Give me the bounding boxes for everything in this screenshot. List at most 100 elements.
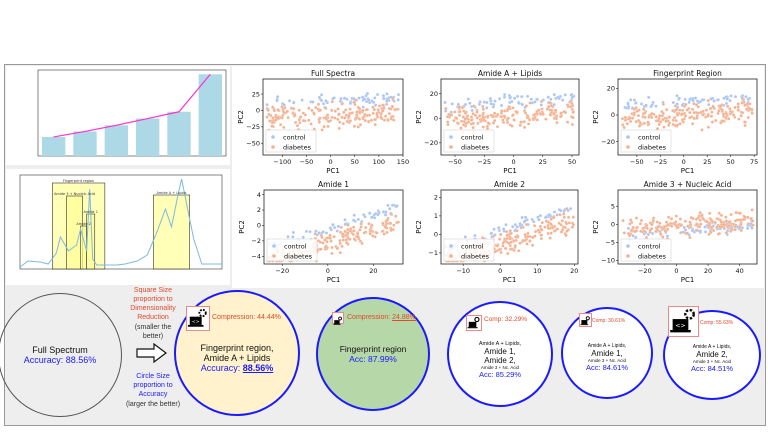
x-tick-label: 50 bbox=[351, 158, 359, 166]
circle-2-accuracy: Acc: 87.99% bbox=[349, 354, 397, 364]
diabetes-point bbox=[330, 108, 334, 112]
diabetes-point bbox=[717, 109, 721, 113]
control-point bbox=[560, 98, 565, 102]
legend-marker bbox=[271, 145, 275, 149]
diabetes-point bbox=[333, 116, 337, 120]
x-tick-label: 10 bbox=[533, 267, 541, 275]
diabetes-point bbox=[316, 102, 321, 106]
control-point bbox=[665, 234, 669, 238]
diabetes-point bbox=[341, 238, 345, 242]
y-tick-label: 2 bbox=[257, 206, 261, 214]
plot-title: Amide 2 bbox=[494, 180, 525, 189]
diabetes-point bbox=[382, 106, 386, 111]
diabetes-point bbox=[564, 233, 568, 238]
diabetes-point bbox=[650, 222, 654, 227]
diabetes-point bbox=[631, 225, 635, 229]
control-point bbox=[381, 210, 386, 214]
control-point bbox=[729, 94, 733, 98]
diabetes-point bbox=[701, 113, 705, 117]
control-point bbox=[650, 231, 655, 236]
diabetes-point bbox=[646, 120, 650, 124]
diabetes-point bbox=[658, 221, 662, 225]
diabetes-point bbox=[718, 224, 722, 229]
diabetes-point bbox=[339, 225, 343, 229]
diabetes-point bbox=[674, 118, 678, 123]
diabetes-point bbox=[531, 235, 535, 240]
diabetes-point bbox=[371, 105, 375, 109]
diabetes-point bbox=[446, 120, 450, 124]
legend-marker bbox=[272, 244, 276, 248]
diabetes-point bbox=[539, 227, 543, 232]
result-circle-4: Amide A + Lipids, Amide 1, Amide 3 + Nc.… bbox=[561, 307, 653, 399]
diabetes-point bbox=[457, 105, 461, 109]
diabetes-point bbox=[667, 121, 672, 125]
diabetes-point bbox=[338, 230, 343, 234]
control-point bbox=[709, 97, 713, 101]
diabetes-point bbox=[649, 227, 654, 231]
diabetes-point bbox=[469, 115, 474, 119]
diabetes-point bbox=[382, 118, 387, 122]
diabetes-point bbox=[678, 108, 682, 112]
diabetes-point bbox=[538, 224, 542, 229]
diabetes-point bbox=[514, 235, 518, 239]
legend-marker bbox=[449, 135, 453, 139]
diabetes-point bbox=[654, 115, 658, 119]
diabetes-point bbox=[555, 121, 559, 125]
x-tick-label: −20 bbox=[275, 267, 289, 275]
diabetes-point bbox=[352, 124, 357, 128]
control-point bbox=[626, 226, 631, 230]
diabetes-point bbox=[351, 232, 355, 236]
diabetes-point bbox=[482, 118, 486, 122]
diabetes-point bbox=[390, 114, 394, 119]
diabetes-point bbox=[746, 115, 750, 120]
control-point bbox=[497, 226, 501, 230]
diabetes-point bbox=[532, 113, 536, 117]
control-point bbox=[700, 98, 704, 102]
diabetes-point bbox=[554, 108, 558, 113]
diabetes-point bbox=[473, 113, 478, 117]
diabetes-point bbox=[661, 111, 665, 116]
diabetes-point bbox=[685, 231, 689, 235]
diabetes-point bbox=[620, 116, 625, 121]
diabetes-point bbox=[463, 111, 468, 115]
legend-marker bbox=[449, 244, 453, 248]
diabetes-point bbox=[501, 241, 505, 245]
diabetes-point bbox=[495, 244, 499, 248]
control-point bbox=[385, 99, 389, 103]
diabetes-point bbox=[347, 114, 351, 118]
bar-chart-panel bbox=[6, 66, 230, 165]
diabetes-point bbox=[503, 246, 508, 251]
diabetes-point bbox=[376, 108, 380, 112]
control-point bbox=[343, 222, 347, 226]
diabetes-point bbox=[281, 113, 285, 117]
control-point bbox=[356, 217, 360, 222]
diabetes-point bbox=[319, 247, 323, 251]
diabetes-point bbox=[743, 120, 747, 124]
diabetes-point bbox=[746, 215, 750, 219]
diabetes-point bbox=[455, 121, 460, 125]
result-circle-2: Fingerprint region Acc: 87.99% bbox=[316, 297, 430, 411]
control-point bbox=[493, 99, 497, 103]
legend-box bbox=[620, 238, 672, 262]
x-tick-label: 0 bbox=[511, 158, 515, 166]
control-point bbox=[333, 226, 337, 230]
square-size-note: Square Size proportion to Dimensionality… bbox=[130, 287, 176, 321]
diabetes-point bbox=[519, 226, 523, 230]
laptop-code-gear-icon bbox=[466, 315, 482, 331]
control-point bbox=[395, 204, 399, 208]
diabetes-point bbox=[359, 222, 363, 226]
control-point bbox=[712, 99, 716, 103]
y-tick-label: 4 bbox=[257, 191, 261, 199]
diabetes-point bbox=[318, 240, 322, 244]
control-point bbox=[304, 229, 309, 234]
legend-label: diabetes bbox=[284, 253, 313, 261]
diabetes-point bbox=[724, 215, 728, 219]
diabetes-point bbox=[750, 208, 754, 212]
diabetes-point bbox=[393, 107, 397, 112]
diabetes-point bbox=[352, 225, 356, 229]
diabetes-point bbox=[358, 239, 362, 243]
diabetes-point bbox=[706, 99, 710, 103]
y-axis-label: PC2 bbox=[238, 220, 246, 234]
diabetes-point bbox=[372, 108, 376, 112]
plot-title: Full Spectra bbox=[311, 69, 355, 78]
